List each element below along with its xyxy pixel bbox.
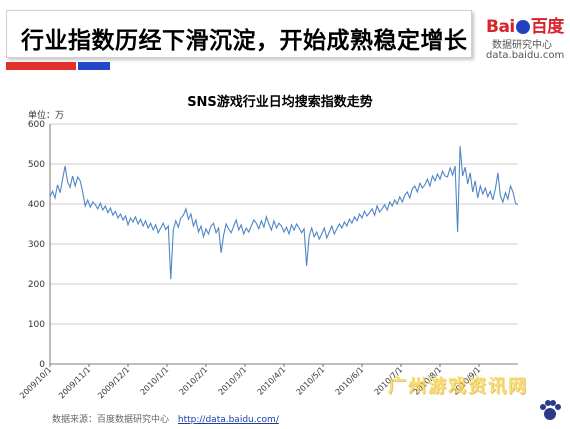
x-tick-label: 2010/5/1 [295, 365, 327, 397]
chart-grid [50, 123, 518, 325]
y-tick-label: 600 [28, 120, 45, 130]
data-source: 数据来源：百度数据研究中心 http://data.baidu.com/ [52, 412, 279, 425]
series-line [49, 145, 519, 280]
y-tick-label: 300 [28, 240, 45, 250]
x-tick-label: 2010/1/1 [139, 365, 171, 397]
baidu-logo: Bai 百度 数据研究中心 data.baidu.com [486, 12, 566, 62]
logo-url: data.baidu.com [486, 50, 565, 61]
title-box: 行业指数历经下滑沉淀，开始成熟稳定增长 [6, 10, 472, 58]
paw-icon [515, 20, 530, 34]
chart-ticks: 0 100 200 300 400 500 600 [28, 120, 45, 370]
y-tick-label: 500 [28, 160, 45, 170]
source-link[interactable]: http://data.baidu.com/ [177, 415, 279, 425]
y-tick-label: 0 [39, 360, 45, 370]
y-tick-label: 400 [28, 200, 45, 210]
logo-wordmark: Bai 百度 [486, 12, 564, 37]
watermark: 广州游戏资讯网 [388, 376, 528, 397]
x-tick-label: 2010/2/1 [178, 365, 210, 397]
x-tick-label: 2009/12/1 [96, 365, 131, 400]
y-tick-label: 200 [28, 280, 45, 290]
y-tick-label: 100 [28, 320, 45, 330]
page-title: 行业指数历经下滑沉淀，开始成熟稳定增长 [21, 28, 468, 54]
accent-bar-red [6, 62, 76, 70]
x-tick-label: 2009/10/1 [18, 365, 53, 400]
x-tick-label: 2010/4/1 [256, 365, 288, 397]
logo-subtitle: 数据研究中心 [492, 40, 552, 51]
accent-bar-blue [78, 62, 110, 70]
source-label: 数据来源：百度数据研究中心 [52, 415, 170, 425]
x-tick-label: 2009/11/1 [57, 365, 92, 400]
logo-text-bai: Bai [486, 17, 515, 37]
x-tick-label: 2010/3/1 [217, 365, 249, 397]
chart-title: SNS游戏行业日均搜索指数走势 [187, 94, 373, 110]
x-tick-label: 2010/6/1 [334, 365, 366, 397]
paw-icon [538, 398, 562, 422]
logo-text-baidu: 百度 [530, 17, 565, 37]
y-axis-unit: 单位：万 [28, 109, 64, 121]
